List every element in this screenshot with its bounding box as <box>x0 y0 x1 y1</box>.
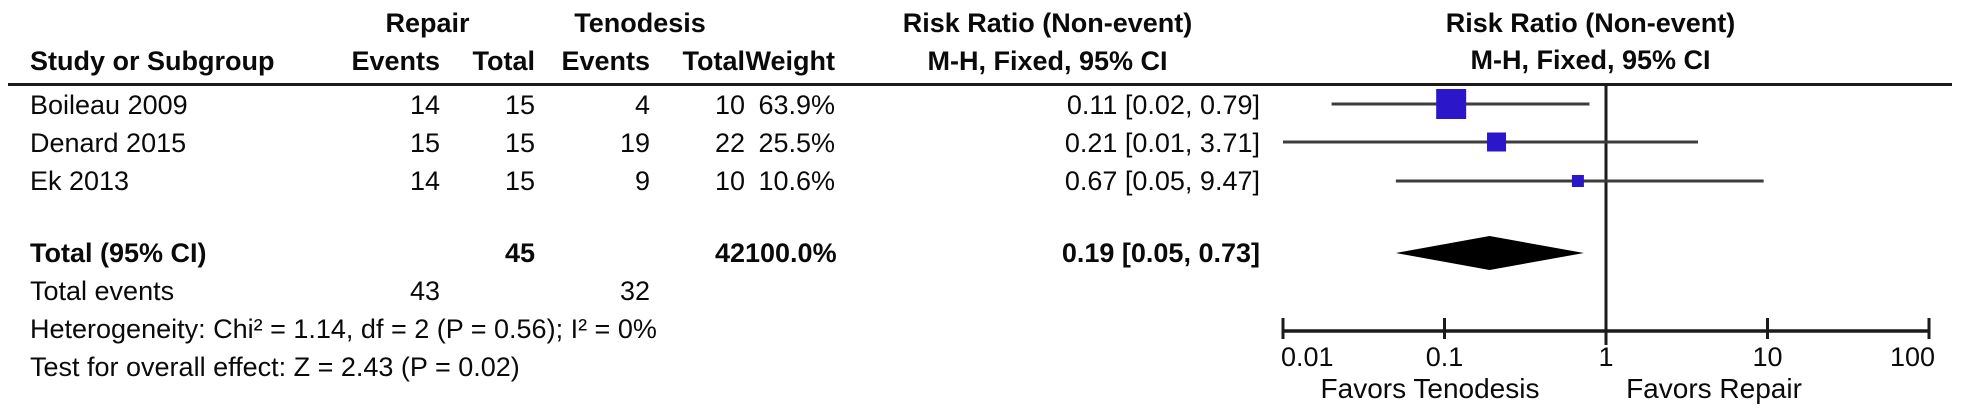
plot-header-title: Risk Ratio (Non-event) <box>1445 8 1736 38</box>
weight-value: 10.6% <box>758 165 835 196</box>
axis-tick-label: 100 <box>1890 342 1935 372</box>
group-header-row: Repair Tenodesis Risk Ratio (Non-event) <box>30 4 1260 42</box>
table-row: Denard 2015 15 15 19 22 25.5% 0.21 [0.01… <box>30 124 1260 162</box>
col-header-ci: M-H, Fixed, 95% CI <box>927 45 1168 76</box>
total-label: Total (95% CI) <box>30 237 207 268</box>
study-label: Ek 2013 <box>30 165 130 196</box>
column-header-row: Study or Subgroup Events Total Events To… <box>30 42 1260 80</box>
summary-diamond <box>1395 236 1584 270</box>
repair-total-value: 15 <box>504 127 535 158</box>
total-weight: 100.0% <box>745 237 837 268</box>
table-row: Boileau 2009 14 15 4 10 63.9% 0.11 [0.02… <box>30 86 1260 124</box>
tenodesis-total-value: 10 <box>714 89 745 120</box>
weight-value: 25.5% <box>758 127 835 158</box>
total-row: Total (95% CI) 45 42 100.0% 0.19 [0.05, … <box>30 234 1260 272</box>
tenodesis-events-value: 19 <box>619 127 650 158</box>
heterogeneity-text: Heterogeneity: Chi² = 1.14, df = 2 (P = … <box>30 313 657 344</box>
heterogeneity-row: Heterogeneity: Chi² = 1.14, df = 2 (P = … <box>30 310 657 348</box>
axis-tick-label: 10 <box>1752 342 1782 372</box>
plot-header: Risk Ratio (Non-event) M-H, Fixed, 95% C… <box>1268 5 1913 79</box>
axis-tick-label: 1 <box>1598 342 1613 372</box>
rr-ci-value: 0.21 [0.01, 3.71] <box>1064 127 1260 158</box>
repair-events-value: 14 <box>409 89 440 120</box>
repair-total-value: 15 <box>504 165 535 196</box>
effect-square <box>1436 89 1467 119</box>
repair-total-value: 15 <box>504 89 535 120</box>
total-rr-ci: 0.19 [0.05, 0.73] <box>1061 237 1260 268</box>
study-label: Denard 2015 <box>30 127 187 158</box>
tenodesis-total-value: 10 <box>714 165 745 196</box>
rr-ci-value: 0.67 [0.05, 9.47] <box>1064 165 1260 196</box>
effect-square <box>1571 175 1584 187</box>
favors-left-label: Favors Tenodesis <box>1321 373 1540 404</box>
tenodesis-total-value: 22 <box>714 127 745 158</box>
group-header-repair: Repair <box>385 7 470 38</box>
total-events-label: Total events <box>30 275 175 306</box>
repair-events-value: 15 <box>409 127 440 158</box>
axis-tick-label: 0.01 <box>1281 342 1334 372</box>
tenodesis-events-value: 4 <box>634 89 650 120</box>
col-header-weight: Weight <box>745 45 836 76</box>
col-header-tenodesis-total: Total <box>682 45 746 76</box>
overall-effect-row: Test for overall effect: Z = 2.43 (P = 0… <box>30 348 520 386</box>
col-header-study: Study or Subgroup <box>30 45 275 76</box>
total-events-row: Total events 43 32 <box>30 272 650 310</box>
repair-events-value: 14 <box>409 165 440 196</box>
total-tenodesis-total: 42 <box>714 237 745 268</box>
col-header-repair-events: Events <box>351 45 440 76</box>
col-header-repair-total: Total <box>472 45 536 76</box>
weight-value: 63.9% <box>758 89 835 120</box>
tenodesis-events-value: 9 <box>634 165 650 196</box>
group-header-tenodesis: Tenodesis <box>574 7 706 38</box>
group-header-risk-ratio: Risk Ratio (Non-event) <box>902 7 1193 38</box>
overall-effect-text: Test for overall effect: Z = 2.43 (P = 0… <box>30 351 520 382</box>
effect-square <box>1487 132 1507 152</box>
total-repair-total: 45 <box>504 237 535 268</box>
rr-ci-value: 0.11 [0.02, 0.79] <box>1066 89 1260 120</box>
col-header-tenodesis-events: Events <box>561 45 650 76</box>
total-events-tenodesis: 32 <box>619 275 650 306</box>
plot-header-measure: M-H, Fixed, 95% CI <box>1470 45 1711 75</box>
study-label: Boileau 2009 <box>30 89 188 120</box>
axis-tick-label: 0.1 <box>1426 342 1464 372</box>
favors-right-label: Favors Repair <box>1626 373 1802 404</box>
total-events-repair: 43 <box>409 275 440 306</box>
table-row: Ek 2013 14 15 9 10 10.6% 0.67 [0.05, 9.4… <box>30 162 1260 200</box>
